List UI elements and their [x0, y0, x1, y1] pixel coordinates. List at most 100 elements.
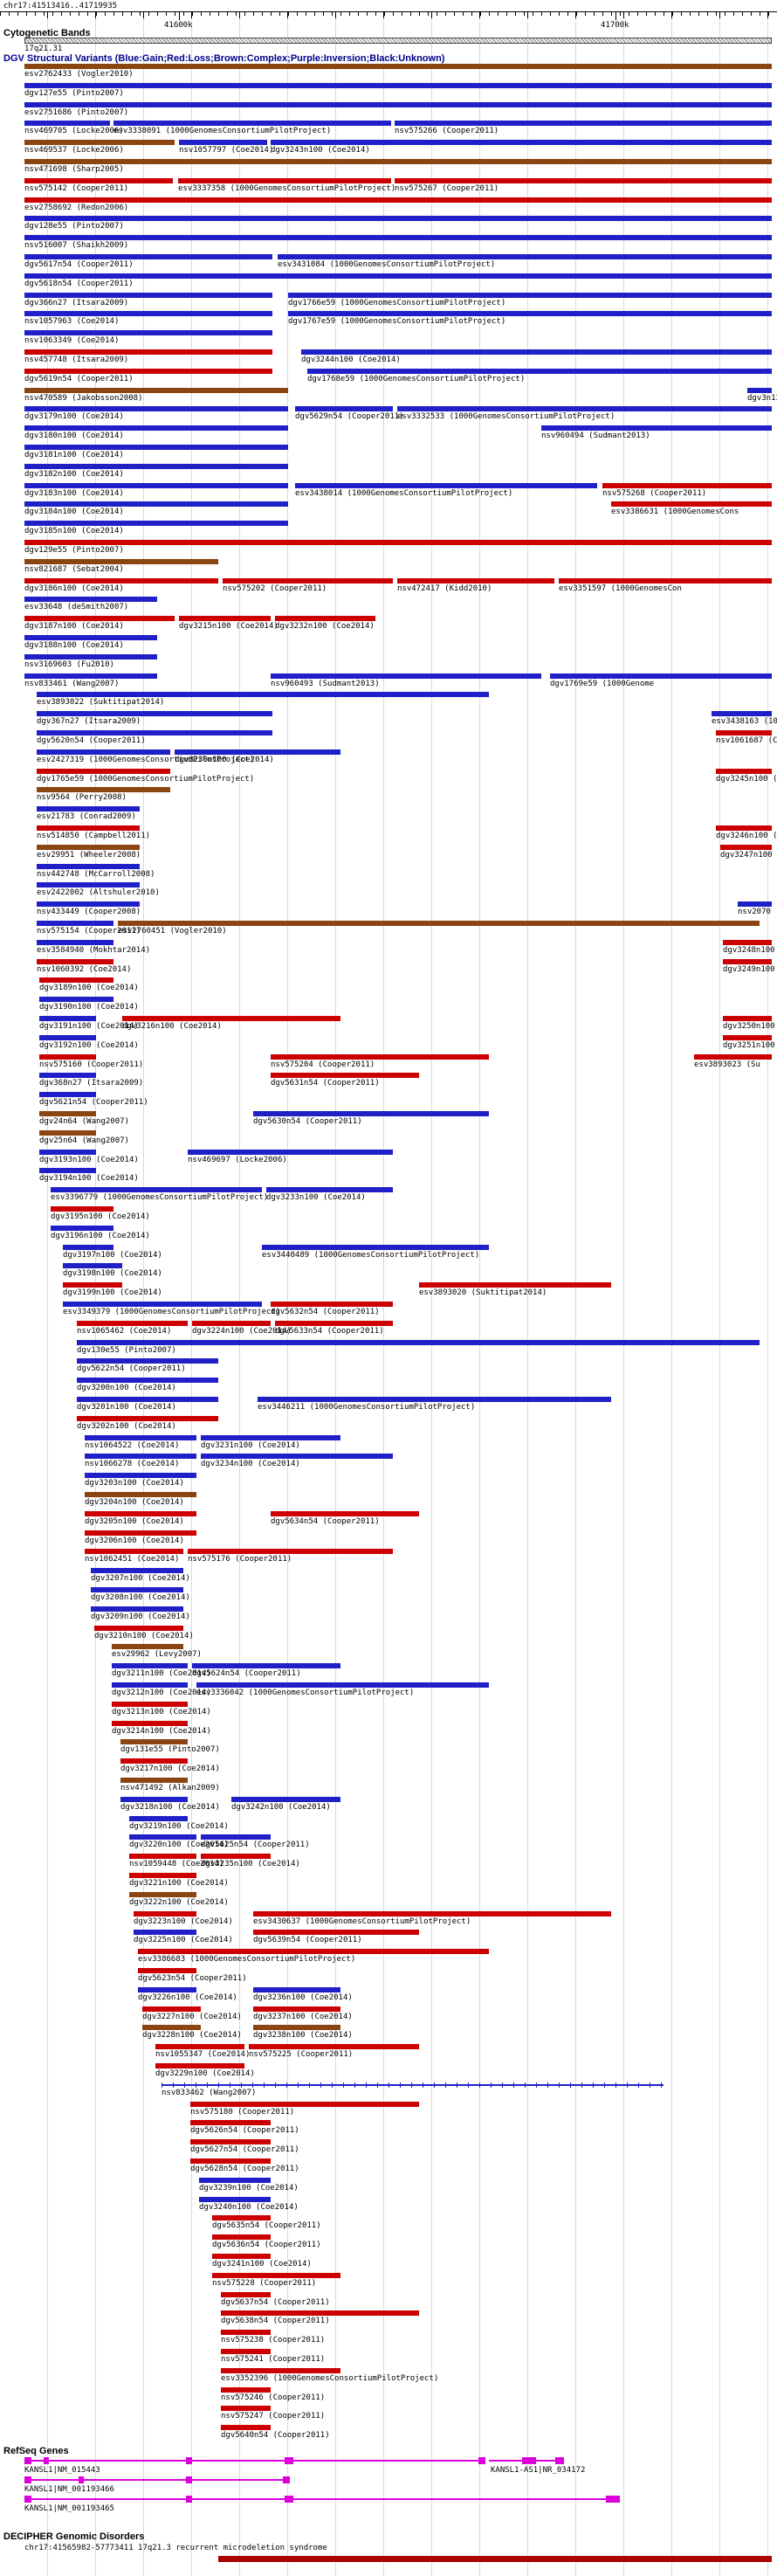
variant-label[interactable]: dgv5632n54 (Cooper2011)	[271, 1308, 380, 1316]
variant-label[interactable]: nsv1063349 (Coe2014)	[24, 336, 120, 346]
variant-label[interactable]: dgv5634n54 (Cooper2011)	[271, 1516, 380, 1526]
variant-label[interactable]: dgv129e55 (Pinto2007)	[24, 546, 124, 555]
variant-label[interactable]: nsv471492 (Alkan2009)	[120, 1784, 220, 1792]
variant-bar[interactable]	[91, 1568, 183, 1574]
variant-label[interactable]: dgv5635n54 (Cooper2011)	[212, 2221, 321, 2231]
variant-bar[interactable]	[201, 1434, 340, 1440]
variant-label[interactable]: dgv3229n100 (Coe2014)	[155, 2069, 255, 2078]
variant-bar[interactable]	[716, 825, 772, 831]
variant-bar[interactable]	[77, 1415, 218, 1421]
variant-bar[interactable]	[419, 1282, 611, 1288]
variant-label[interactable]: nsv575204 (Cooper2011)	[271, 1060, 375, 1069]
variant-label[interactable]: nsv960493 (Sudmant2013)	[271, 679, 380, 688]
variant-bar[interactable]	[271, 140, 772, 146]
variant-label[interactable]: nsv472417 (Kidd2010)	[397, 584, 492, 593]
variant-bar[interactable]	[51, 1206, 113, 1212]
variant-label[interactable]: dgv368n27 (Itsara2009)	[39, 1079, 144, 1088]
variant-bar[interactable]	[77, 1397, 218, 1402]
variant-label[interactable]: dgv3220n100 (Coe2014)	[129, 1840, 229, 1850]
variant-label[interactable]: dgv3244n100 (Coe2014)	[301, 356, 401, 364]
variant-label[interactable]: dgv3212n100 (Coe2014)	[112, 1689, 211, 1697]
variant-label[interactable]: esv2751686 (Pinto2007)	[24, 107, 129, 117]
variant-label[interactable]: dgv3191n100 (Coe2014)	[39, 1022, 139, 1031]
variant-bar[interactable]	[295, 406, 393, 412]
variant-label[interactable]: nsv575225 (Cooper2011)	[249, 2050, 354, 2060]
variant-bar[interactable]	[253, 2006, 340, 2012]
variant-label[interactable]: nsv433449 (Cooper2008)	[37, 908, 141, 917]
variant-label[interactable]: dgv3179n100 (Coe2014)	[24, 412, 124, 422]
gene-label[interactable]: KANSL1|NM_001193465	[24, 2504, 114, 2513]
variant-label[interactable]: nsv1061687 (Coe20	[716, 736, 777, 745]
variant-label[interactable]: esv3893022 (Suktitipat2014)	[37, 698, 165, 708]
variant-bar[interactable]	[113, 121, 391, 127]
variant-label[interactable]: dgv3192n100 (Coe2014)	[39, 1040, 139, 1050]
variant-label[interactable]: esv3396779 (1000GenomesConsortiumPilotPr…	[51, 1193, 269, 1203]
variant-label[interactable]: dgv3241n100 (Coe2014)	[212, 2260, 312, 2269]
variant-bar[interactable]	[112, 1701, 188, 1707]
variant-label[interactable]: esv3431084 (1000GenomesConsortiumPilotPr…	[278, 260, 496, 269]
variant-bar[interactable]	[301, 349, 772, 355]
variant-bar[interactable]	[51, 1187, 262, 1193]
variant-bar[interactable]	[271, 1073, 419, 1079]
variant-label[interactable]: dgv3197n100 (Coe2014)	[63, 1250, 162, 1260]
variant-bar[interactable]	[24, 292, 272, 298]
variant-bar[interactable]	[190, 2158, 271, 2164]
variant-bar[interactable]	[138, 1986, 196, 1992]
gene-label[interactable]: KANSL1|NM_001193466	[24, 2485, 114, 2494]
variant-bar[interactable]	[39, 1092, 96, 1098]
variant-bar[interactable]	[37, 825, 140, 831]
variant-bar[interactable]	[288, 292, 772, 298]
variant-label[interactable]: dgv3224n100 (Coe2014)	[192, 1326, 292, 1336]
variant-label[interactable]: nsv442748 (McCarroll2008)	[37, 869, 155, 879]
gene-exon[interactable]	[478, 2457, 485, 2464]
variant-label[interactable]: dgv3210n100 (Coe2014)	[94, 1631, 194, 1640]
variant-bar[interactable]	[288, 311, 772, 317]
variant-bar[interactable]	[37, 768, 170, 774]
variant-bar[interactable]	[694, 1053, 772, 1060]
variant-label[interactable]: nsv575241 (Cooper2011)	[221, 2355, 326, 2364]
variant-bar[interactable]	[155, 2063, 244, 2068]
variant-label[interactable]: esv3438014 (1000GenomesConsortiumPilotPr…	[295, 488, 513, 498]
variant-bar[interactable]	[63, 1282, 122, 1288]
variant-bar[interactable]	[37, 692, 489, 698]
variant-label[interactable]: dgv3246n100 (Coe20	[716, 832, 777, 840]
variant-label[interactable]: dgv128e55 (Pinto2007)	[24, 222, 124, 231]
variant-bar[interactable]	[712, 711, 772, 717]
variant-bar[interactable]	[24, 558, 218, 564]
variant-bar[interactable]	[24, 673, 157, 679]
variant-label[interactable]: nsv821687 (Sebat2004)	[24, 564, 124, 574]
gene-label[interactable]: KANSL1-AS1|NR_034172	[491, 2466, 586, 2475]
variant-label[interactable]: esv21783 (Conrad2009)	[37, 812, 136, 822]
variant-bar[interactable]	[37, 863, 140, 869]
variant-label[interactable]: dgv3194n100 (Coe2014)	[39, 1174, 139, 1184]
variant-bar[interactable]	[37, 939, 113, 945]
variant-label[interactable]: dgv3219n100 (Coe2014)	[129, 1821, 229, 1831]
variant-label[interactable]: nsv1055347 (Coe2014)	[155, 2050, 251, 2060]
variant-label[interactable]: dgv3217n100 (Coe2014)	[120, 1765, 220, 1774]
variant-bar[interactable]	[201, 1834, 271, 1840]
variant-bar[interactable]	[24, 482, 288, 488]
variant-label[interactable]: nsv2070 (	[738, 908, 777, 917]
decipher-region-bar[interactable]	[218, 2556, 772, 2562]
variant-bar-line[interactable]	[162, 2083, 664, 2086]
variant-bar[interactable]	[77, 1378, 218, 1384]
variant-bar[interactable]	[37, 749, 170, 755]
variant-bar[interactable]	[91, 1587, 183, 1592]
gene-line[interactable]	[24, 2460, 485, 2462]
variant-label[interactable]: dgv3200n100 (Coe2014)	[77, 1384, 176, 1393]
variant-bar[interactable]	[221, 2367, 340, 2373]
variant-bar[interactable]	[192, 1663, 340, 1669]
variant-label[interactable]: esv3336042 (1000GenomesConsortiumPilotPr…	[196, 1689, 415, 1697]
gene-exon[interactable]	[285, 2457, 293, 2464]
variant-label[interactable]: dgv5639n54 (Cooper2011)	[253, 1936, 362, 1945]
variant-label[interactable]: dgv3185n100 (Coe2014)	[24, 527, 124, 536]
variant-label[interactable]: dgv3226n100 (Coe2014)	[138, 1992, 237, 2002]
variant-label[interactable]: nsv575180 (Cooper2011)	[190, 2107, 295, 2117]
variant-bar[interactable]	[37, 882, 140, 888]
variant-bar[interactable]	[24, 635, 157, 640]
variant-bar[interactable]	[271, 1302, 393, 1307]
variant-label[interactable]: dgv5633n54 (Cooper2011)	[275, 1326, 384, 1336]
variant-bar[interactable]	[94, 1625, 183, 1631]
variant-label[interactable]: dgv366n27 (Itsara2009)	[24, 298, 129, 307]
variant-bar[interactable]	[24, 425, 288, 432]
